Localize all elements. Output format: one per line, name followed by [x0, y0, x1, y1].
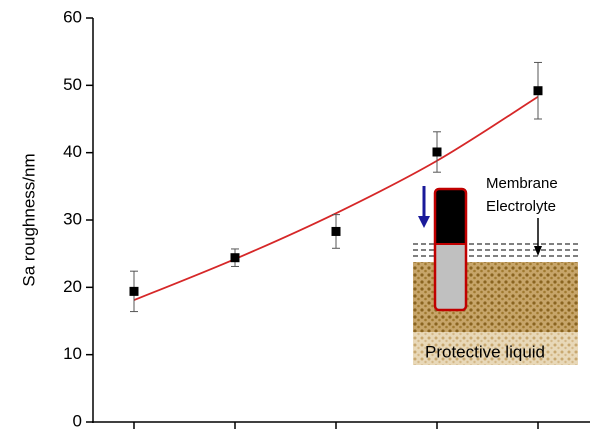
point [433, 147, 442, 156]
y-tick-label: 40 [63, 142, 82, 161]
electrode-top [435, 189, 466, 245]
y-tick-label: 0 [73, 411, 82, 430]
point [534, 86, 543, 95]
y-axis-label: Sa roughness/nm [19, 153, 38, 286]
electrode-bottom [435, 244, 466, 310]
y-tick-label: 30 [63, 209, 82, 228]
point [130, 287, 139, 296]
arrow-head [534, 246, 542, 256]
y-tick-label: 20 [63, 277, 82, 296]
inset: Membrane Electrolyte Protective liquid [413, 175, 578, 365]
y-tick-label: 50 [63, 75, 82, 94]
arrow-head [418, 216, 430, 228]
y-tick-label: 60 [63, 7, 82, 26]
chart: Membrane Electrolyte Protective liquid S… [0, 0, 590, 431]
annotation: Protective liquid [425, 342, 545, 361]
annotation: Electrolyte [486, 198, 556, 215]
annotation: Membrane [486, 175, 558, 192]
y-tick-label: 10 [63, 344, 82, 363]
point [332, 227, 341, 236]
point [231, 253, 240, 262]
